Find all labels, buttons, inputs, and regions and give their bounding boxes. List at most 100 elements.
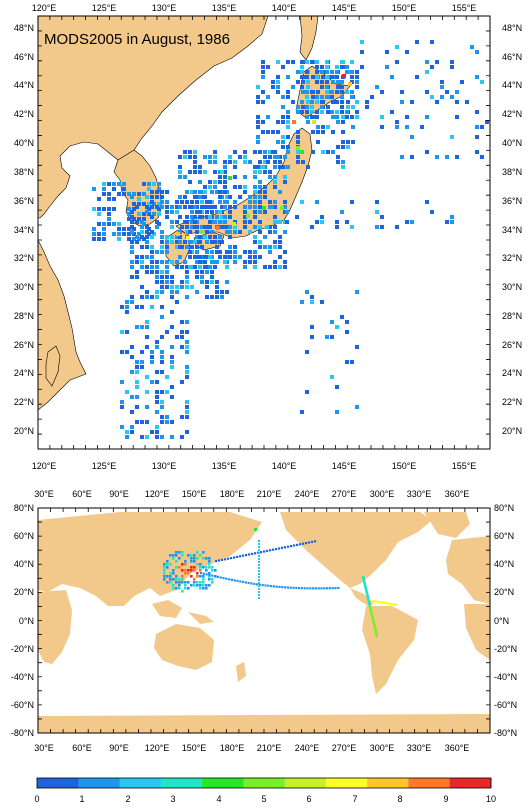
observation-cell	[140, 365, 144, 369]
observation-cell	[193, 190, 197, 194]
observation-cell	[253, 255, 257, 259]
observation-cell	[271, 130, 275, 134]
observation-cell	[155, 220, 159, 224]
observation-cell	[311, 95, 315, 99]
observation-cell	[330, 70, 334, 74]
observation-cell	[196, 557, 199, 560]
observation-cell	[188, 170, 192, 174]
observation-cell	[243, 150, 247, 154]
observation-cell	[430, 65, 434, 69]
observation-cell	[251, 552, 254, 555]
observation-cell	[258, 597, 260, 599]
observation-cell	[266, 65, 270, 69]
observation-cell	[243, 155, 247, 159]
observation-cell	[375, 634, 379, 638]
observation-cell	[301, 90, 305, 94]
observation-cell	[130, 410, 134, 414]
observation-cell	[181, 578, 184, 581]
observation-cell	[286, 145, 290, 149]
observation-cell	[261, 90, 265, 94]
observation-cell	[258, 225, 262, 229]
observation-cell	[320, 215, 324, 219]
colorbar-segment	[37, 778, 79, 788]
observation-cell	[196, 563, 199, 566]
lon-label: 360°E	[445, 743, 470, 753]
observation-cell	[165, 205, 169, 209]
observation-cell	[278, 240, 282, 244]
observation-cell	[188, 150, 192, 154]
observation-cell	[215, 560, 218, 563]
observation-cell	[300, 75, 304, 79]
observation-cell	[185, 415, 189, 419]
lat-label: 42°N	[14, 109, 34, 119]
observation-cell	[266, 549, 269, 552]
observation-cell	[150, 190, 154, 194]
observation-cell	[310, 325, 314, 329]
observation-cell	[178, 170, 182, 174]
lon-label: 60°E	[72, 489, 92, 499]
observation-cell	[228, 155, 232, 159]
observation-cell	[263, 235, 267, 239]
observation-cell	[296, 110, 300, 114]
observation-cell	[280, 206, 284, 210]
observation-cell	[355, 405, 359, 409]
lat-label: 80°N	[494, 503, 514, 513]
observation-cell	[120, 330, 124, 334]
observation-cell	[175, 205, 179, 209]
observation-cell	[165, 275, 169, 279]
observation-cell	[305, 110, 309, 114]
colorbar-label: 10	[486, 794, 496, 804]
observation-cell	[155, 400, 159, 404]
lat-label: 28°N	[502, 311, 522, 321]
observation-cell	[170, 205, 174, 209]
observation-cell	[278, 220, 282, 224]
observation-cell	[150, 215, 154, 219]
observation-cell	[301, 160, 305, 164]
observation-cell	[243, 160, 247, 164]
lat-label: 24°N	[502, 368, 522, 378]
observation-cell	[253, 170, 257, 174]
observation-cell	[178, 566, 181, 569]
observation-cell	[125, 310, 129, 314]
observation-cell	[170, 240, 174, 244]
observation-cell	[213, 240, 217, 244]
observation-cell	[187, 569, 190, 572]
lon-label: 120°E	[32, 461, 57, 471]
observation-cell	[180, 200, 184, 204]
observation-cell	[248, 230, 252, 234]
observation-cell	[190, 566, 193, 569]
observation-cell	[190, 560, 193, 563]
observation-cell	[145, 245, 149, 249]
observation-cell	[185, 265, 189, 269]
observation-cell	[160, 315, 164, 319]
observation-cell	[228, 205, 232, 209]
observation-cell	[335, 65, 339, 69]
observation-cell	[125, 305, 129, 309]
observation-cell	[203, 225, 207, 229]
observation-cell	[195, 260, 199, 264]
observation-cell	[306, 587, 309, 590]
observation-cell	[284, 546, 287, 549]
observation-cell	[178, 240, 182, 244]
observation-cell	[137, 212, 141, 216]
observation-cell	[186, 236, 190, 240]
observation-cell	[270, 584, 273, 588]
observation-cell	[210, 210, 214, 214]
observation-cell	[350, 225, 354, 229]
observation-cell	[258, 552, 260, 554]
observation-cell	[181, 569, 184, 572]
colorbar-label: 5	[261, 794, 266, 804]
observation-cell	[215, 290, 219, 294]
observation-cell	[160, 275, 164, 279]
observation-cell	[155, 280, 159, 284]
observation-cell	[165, 280, 169, 284]
observation-cell	[268, 200, 272, 204]
observation-cell	[233, 205, 237, 209]
observation-cell	[300, 65, 304, 69]
observation-cell	[97, 222, 101, 226]
observation-cell	[198, 240, 202, 244]
observation-cell	[273, 180, 277, 184]
observation-cell	[253, 260, 257, 264]
observation-cell	[360, 65, 364, 69]
observation-cell	[208, 572, 211, 575]
